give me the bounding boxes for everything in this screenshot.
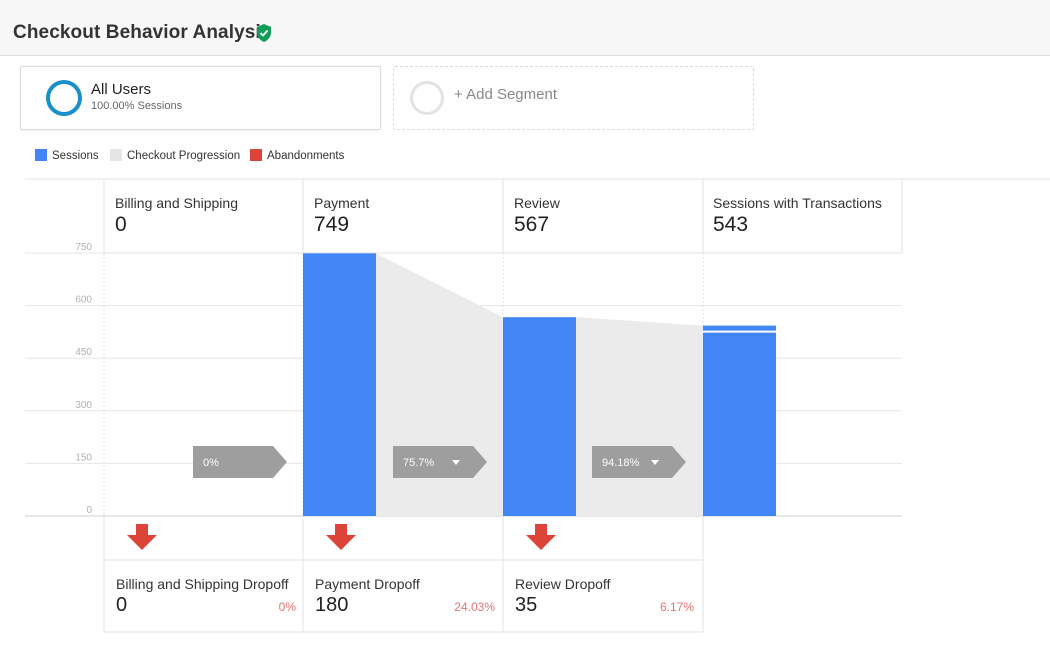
y-tick-label: 0 (86, 505, 92, 516)
progression-rate-label: 0% (203, 457, 219, 469)
legend-swatch (250, 149, 262, 161)
page-title: Checkout Behavior Analysis (13, 22, 272, 43)
segment-all-users[interactable]: All Users 100.00% Sessions (20, 66, 381, 130)
empty-segment-ring-icon (410, 81, 444, 115)
dropdown-caret-icon (651, 460, 659, 465)
sessions-bar (703, 325, 776, 516)
progression-rate-tag (592, 446, 686, 478)
abandonment-arrow-icon (127, 524, 157, 550)
legend-label: Checkout Progression (127, 150, 241, 162)
step-value-review: 567 (514, 213, 550, 236)
dropoff-label-payment: Payment Dropoff (315, 576, 420, 592)
dropdown-caret-icon (452, 460, 460, 465)
legend-item-sessions: Sessions (35, 149, 99, 162)
dropoff-value-payment: 180 (315, 594, 349, 616)
segment-detail: 100.00% Sessions (91, 100, 183, 112)
dropoff-rate-review: 6.17% (659, 600, 694, 614)
add-segment-button[interactable]: + Add Segment (393, 66, 754, 130)
step-value-payment: 749 (314, 213, 350, 236)
y-tick-label: 600 (75, 295, 92, 306)
legend-label: Sessions (52, 150, 99, 162)
verified-shield-icon (257, 24, 271, 42)
step-value-billing-shipping: 0 (115, 213, 127, 236)
dropoff-rate-payment: 24.03% (454, 600, 495, 614)
progression-rate-label: 94.18% (602, 457, 640, 469)
y-tick-label: 150 (75, 452, 92, 463)
legend-item-checkout-progression: Checkout Progression (110, 149, 240, 162)
y-tick-label: 750 (75, 242, 92, 253)
dropoff-label-billing-shipping: Billing and Shipping Dropoff (116, 576, 289, 592)
abandonment-arrow-icon (526, 524, 556, 550)
dropoff-rate-billing-shipping: 0% (278, 600, 296, 614)
segment-ring-icon (46, 80, 82, 116)
y-tick-label: 300 (75, 400, 92, 411)
dropoff-value-review: 35 (515, 594, 538, 616)
step-value-transactions: 543 (713, 213, 749, 236)
progression-rate-tag (193, 446, 287, 478)
sessions-bar (303, 253, 376, 517)
legend-label: Abandonments (267, 150, 345, 162)
y-tick-label: 450 (75, 347, 92, 358)
step-label-review: Review (514, 195, 560, 211)
legend-item-abandonments: Abandonments (250, 149, 344, 162)
legend-swatch (110, 149, 122, 161)
dropoff-value-billing-shipping: 0 (116, 594, 128, 616)
dropoff-label-review: Review Dropoff (515, 576, 611, 592)
step-label-payment: Payment (314, 195, 370, 211)
segment-name: All Users (91, 81, 152, 98)
progression-rate-label: 75.7% (403, 457, 434, 469)
add-segment-label: + Add Segment (454, 86, 557, 103)
progression-rate-tag (393, 446, 487, 478)
step-label-transactions: Sessions with Transactions (713, 195, 882, 211)
checkout-progression-area (576, 317, 703, 516)
sessions-bar (503, 317, 576, 516)
step-label-billing-shipping: Billing and Shipping (115, 195, 238, 211)
page-header: Checkout Behavior Analysis (0, 0, 1050, 56)
legend-swatch (35, 149, 47, 161)
abandonment-arrow-icon (326, 524, 356, 550)
